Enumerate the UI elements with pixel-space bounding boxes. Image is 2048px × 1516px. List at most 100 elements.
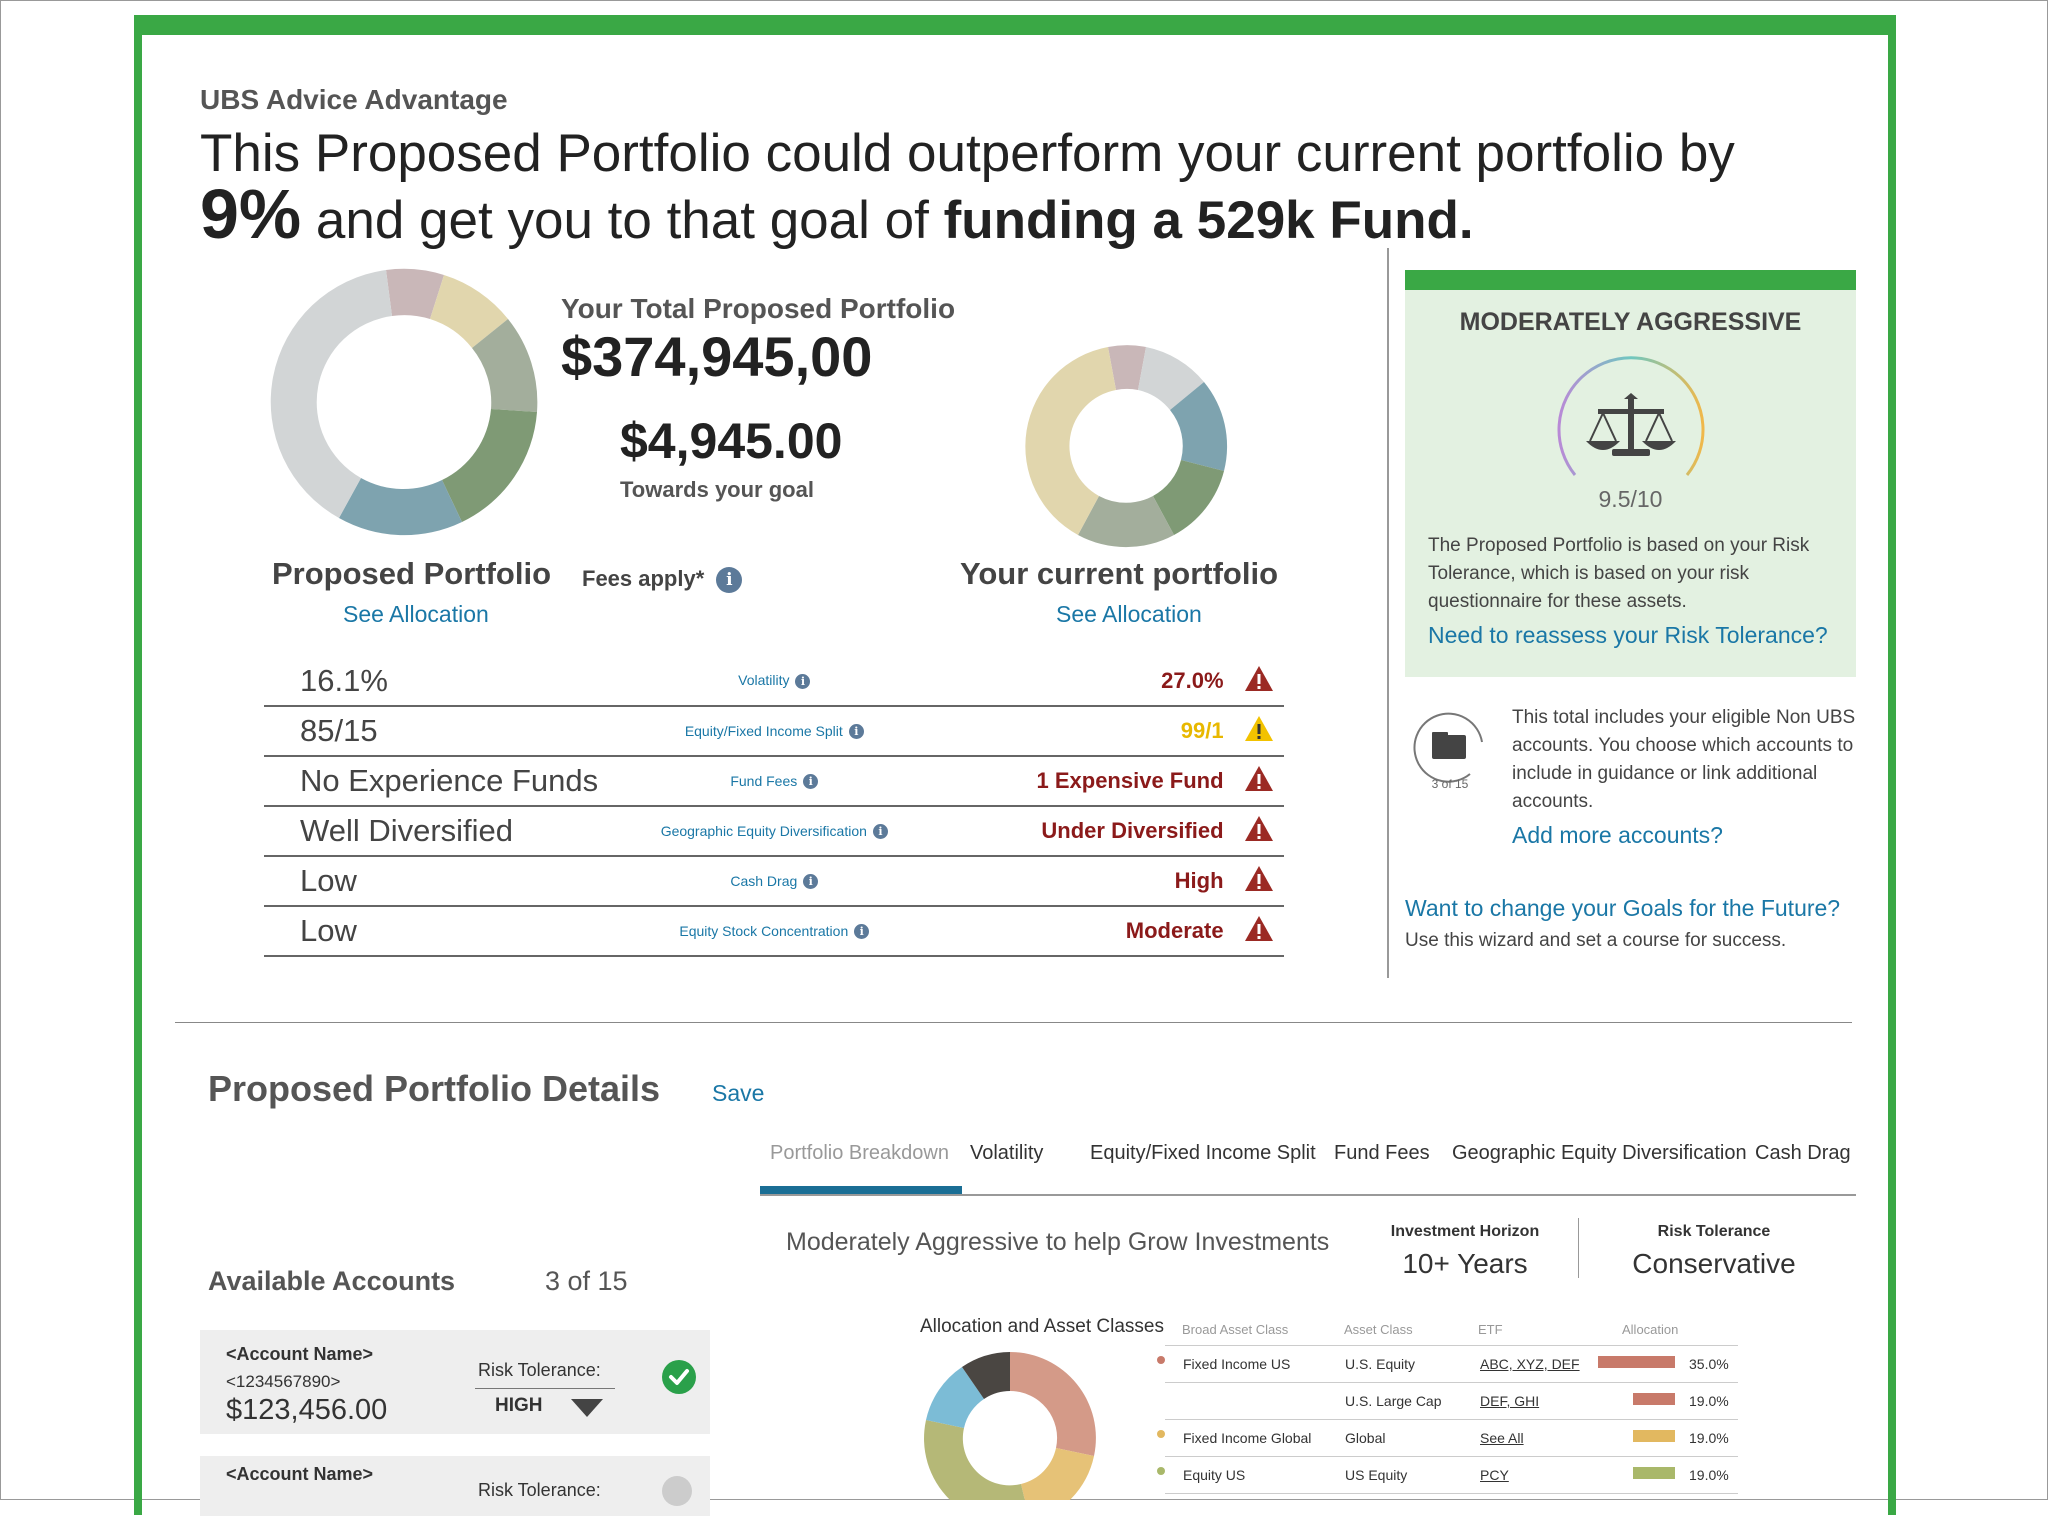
info-icon[interactable]: i [803, 874, 819, 890]
broad-asset-class: Fixed Income US [1183, 1356, 1291, 1372]
info-icon[interactable]: i [872, 824, 888, 840]
reassess-risk-link[interactable]: Need to reassess your Risk Tolerance? [1428, 622, 1828, 648]
risk-panel [1405, 270, 1856, 677]
accounts-badge [1413, 712, 1483, 783]
tab-fund-fees[interactable]: Fund Fees [1334, 1142, 1430, 1164]
details-tabs: Portfolio Breakdown Volatility Equity/Fi… [760, 1140, 1856, 1196]
fees-apply-label: Fees apply* [582, 566, 705, 591]
available-accounts-count: 3 of 15 [545, 1266, 628, 1296]
metric-row: No Experience Funds Fund Fees i 1 Expensive… [264, 756, 1284, 806]
tab-geographic-equity-diversification[interactable]: Geographic Equity Diversification [1452, 1142, 1747, 1164]
risk-description: The Proposed Portfolio is based on your … [1428, 535, 1810, 612]
donut-segment [1021, 1448, 1094, 1500]
asset-class-dot [1157, 1430, 1165, 1438]
etf-link[interactable]: See All [1480, 1430, 1524, 1446]
asset-class-dot [1157, 1467, 1165, 1475]
donut-segment [1025, 347, 1116, 535]
proposed-portfolio-title: Proposed Portfolio [272, 556, 551, 591]
active-tab-indicator [760, 1186, 962, 1194]
metric-current-value: High [1174, 868, 1224, 893]
content-frame [134, 15, 1896, 1515]
warning-triangle [1244, 916, 1273, 941]
fees-apply[interactable]: Fees apply* i [582, 566, 743, 594]
warning-icon [1234, 906, 1284, 956]
metric-name[interactable]: Volatility i [626, 656, 922, 706]
warning-triangle [1244, 665, 1273, 691]
allocation-value: 19.0% [1689, 1393, 1729, 1409]
add-accounts-link[interactable]: Add more accounts? [1512, 822, 1723, 848]
metric-name[interactable]: Cash Drag i [626, 856, 922, 906]
donut-segment [386, 268, 444, 319]
alloc-header-line [1165, 1345, 1738, 1346]
risk-tolerance-select-value: HIGH [495, 1395, 543, 1416]
tab-cash-drag[interactable]: Cash Drag [1755, 1142, 1851, 1164]
donut-segment [924, 1420, 1025, 1500]
metric-proposed-value: No Experience Funds [300, 763, 599, 798]
asset-class: US Equity [1345, 1467, 1408, 1483]
allocation-row: U.S. Large Cap DEF, GHI 19.0% [1165, 1383, 1738, 1420]
risk-score: 9.5/10 [1598, 486, 1663, 512]
metric-name[interactable]: Fund Fees i [626, 756, 922, 806]
goal-value: $4,945.00 [620, 413, 843, 469]
chevron-down-icon [571, 1399, 603, 1417]
allocation-value: 19.0% [1689, 1430, 1729, 1446]
proposed-portfolio-donut[interactable] [268, 266, 540, 538]
etf-link[interactable]: DEF, GHI [1480, 1393, 1540, 1409]
info-icon[interactable]: i [803, 774, 819, 790]
info-icon[interactable]: i [848, 724, 864, 740]
metric-row: Well Diversified Geographic Equity Divers… [264, 806, 1284, 856]
risk-tolerance-select[interactable]: HIGH [475, 1388, 615, 1417]
account-name: <Account Name> [226, 1344, 374, 1364]
info-icon[interactable]: i [795, 673, 811, 689]
etf-link[interactable]: PCY [1480, 1467, 1509, 1483]
broad-asset-class: Equity US [1183, 1467, 1246, 1483]
allocation-bar [1633, 1430, 1675, 1442]
current-portfolio-donut[interactable] [1024, 344, 1228, 548]
info-icon[interactable]: i [854, 924, 870, 940]
metric-name-label: Geographic Equity Diversification [660, 822, 867, 839]
donut-segment [472, 319, 538, 412]
checkmark-icon[interactable] [662, 1360, 696, 1394]
warning-icon [1234, 806, 1284, 856]
metric-name-label: Volatility [738, 672, 790, 689]
metric-name[interactable]: Equity Stock Concentration i [626, 906, 922, 956]
donut-segment [1153, 460, 1224, 535]
vertical-divider [1387, 248, 1389, 978]
allocation-donut[interactable] [922, 1350, 1098, 1500]
warning-icon [1234, 756, 1284, 806]
metric-proposed-value: 85/15 [300, 713, 378, 748]
change-goals-link[interactable]: Want to change your Goals for the Future… [1405, 895, 1841, 921]
investment-horizon-value: 10+ Years [1402, 1248, 1528, 1279]
account-risk-tolerance-label: Risk Tolerance: [478, 1480, 601, 1500]
donut-segment [1170, 382, 1228, 471]
headline-goal: funding a 529k Fund. [943, 191, 1474, 250]
donut-segment [339, 478, 462, 536]
donut-segment [270, 270, 392, 518]
alloc-header-broad: Broad Asset Class [1182, 1322, 1289, 1337]
current-see-allocation-link[interactable]: See Allocation [1056, 601, 1202, 627]
allocation-bar [1598, 1356, 1675, 1368]
metric-current-value: 27.0% [1161, 667, 1224, 693]
metric-name[interactable]: Geographic Equity Diversification i [626, 806, 922, 856]
save-link[interactable]: Save [712, 1080, 765, 1106]
proposed-see-allocation-link[interactable]: See Allocation [343, 601, 489, 627]
tab-portfolio-breakdown[interactable]: Portfolio Breakdown [770, 1142, 949, 1164]
account-card[interactable]: <Account Name> <1234567890> $123,456.00 … [200, 1330, 710, 1434]
metric-row: Low Equity Stock Concentration i Moderate [264, 906, 1284, 956]
account-card[interactable]: <Account Name> Risk Tolerance: [200, 1456, 710, 1516]
risk-gauge-icon [1557, 356, 1705, 476]
tab-equity-fixed-income-split[interactable]: Equity/Fixed Income Split [1090, 1142, 1316, 1164]
metric-current-value: 99/1 [1180, 718, 1224, 743]
etf-link[interactable]: ABC, XYZ, DEF [1480, 1356, 1580, 1372]
asset-class: U.S. Large Cap [1345, 1393, 1442, 1409]
metric-name[interactable]: Equity/Fixed Income Split i [626, 706, 922, 756]
unselected-check-icon[interactable] [662, 1476, 692, 1506]
current-portfolio-title: Your current portfolio [960, 556, 1279, 591]
risk-tolerance-label: Risk Tolerance [1657, 1223, 1771, 1240]
tab-volatility[interactable]: Volatility [970, 1142, 1044, 1164]
portfolio-goal-text: Moderately Aggressive to help Grow Inves… [786, 1228, 1330, 1256]
donut-segment [1078, 496, 1174, 548]
info-icon[interactable]: i [716, 567, 743, 594]
metric-current-value: 1 Expensive Fund [1036, 768, 1224, 793]
donut-segment [926, 1367, 984, 1428]
